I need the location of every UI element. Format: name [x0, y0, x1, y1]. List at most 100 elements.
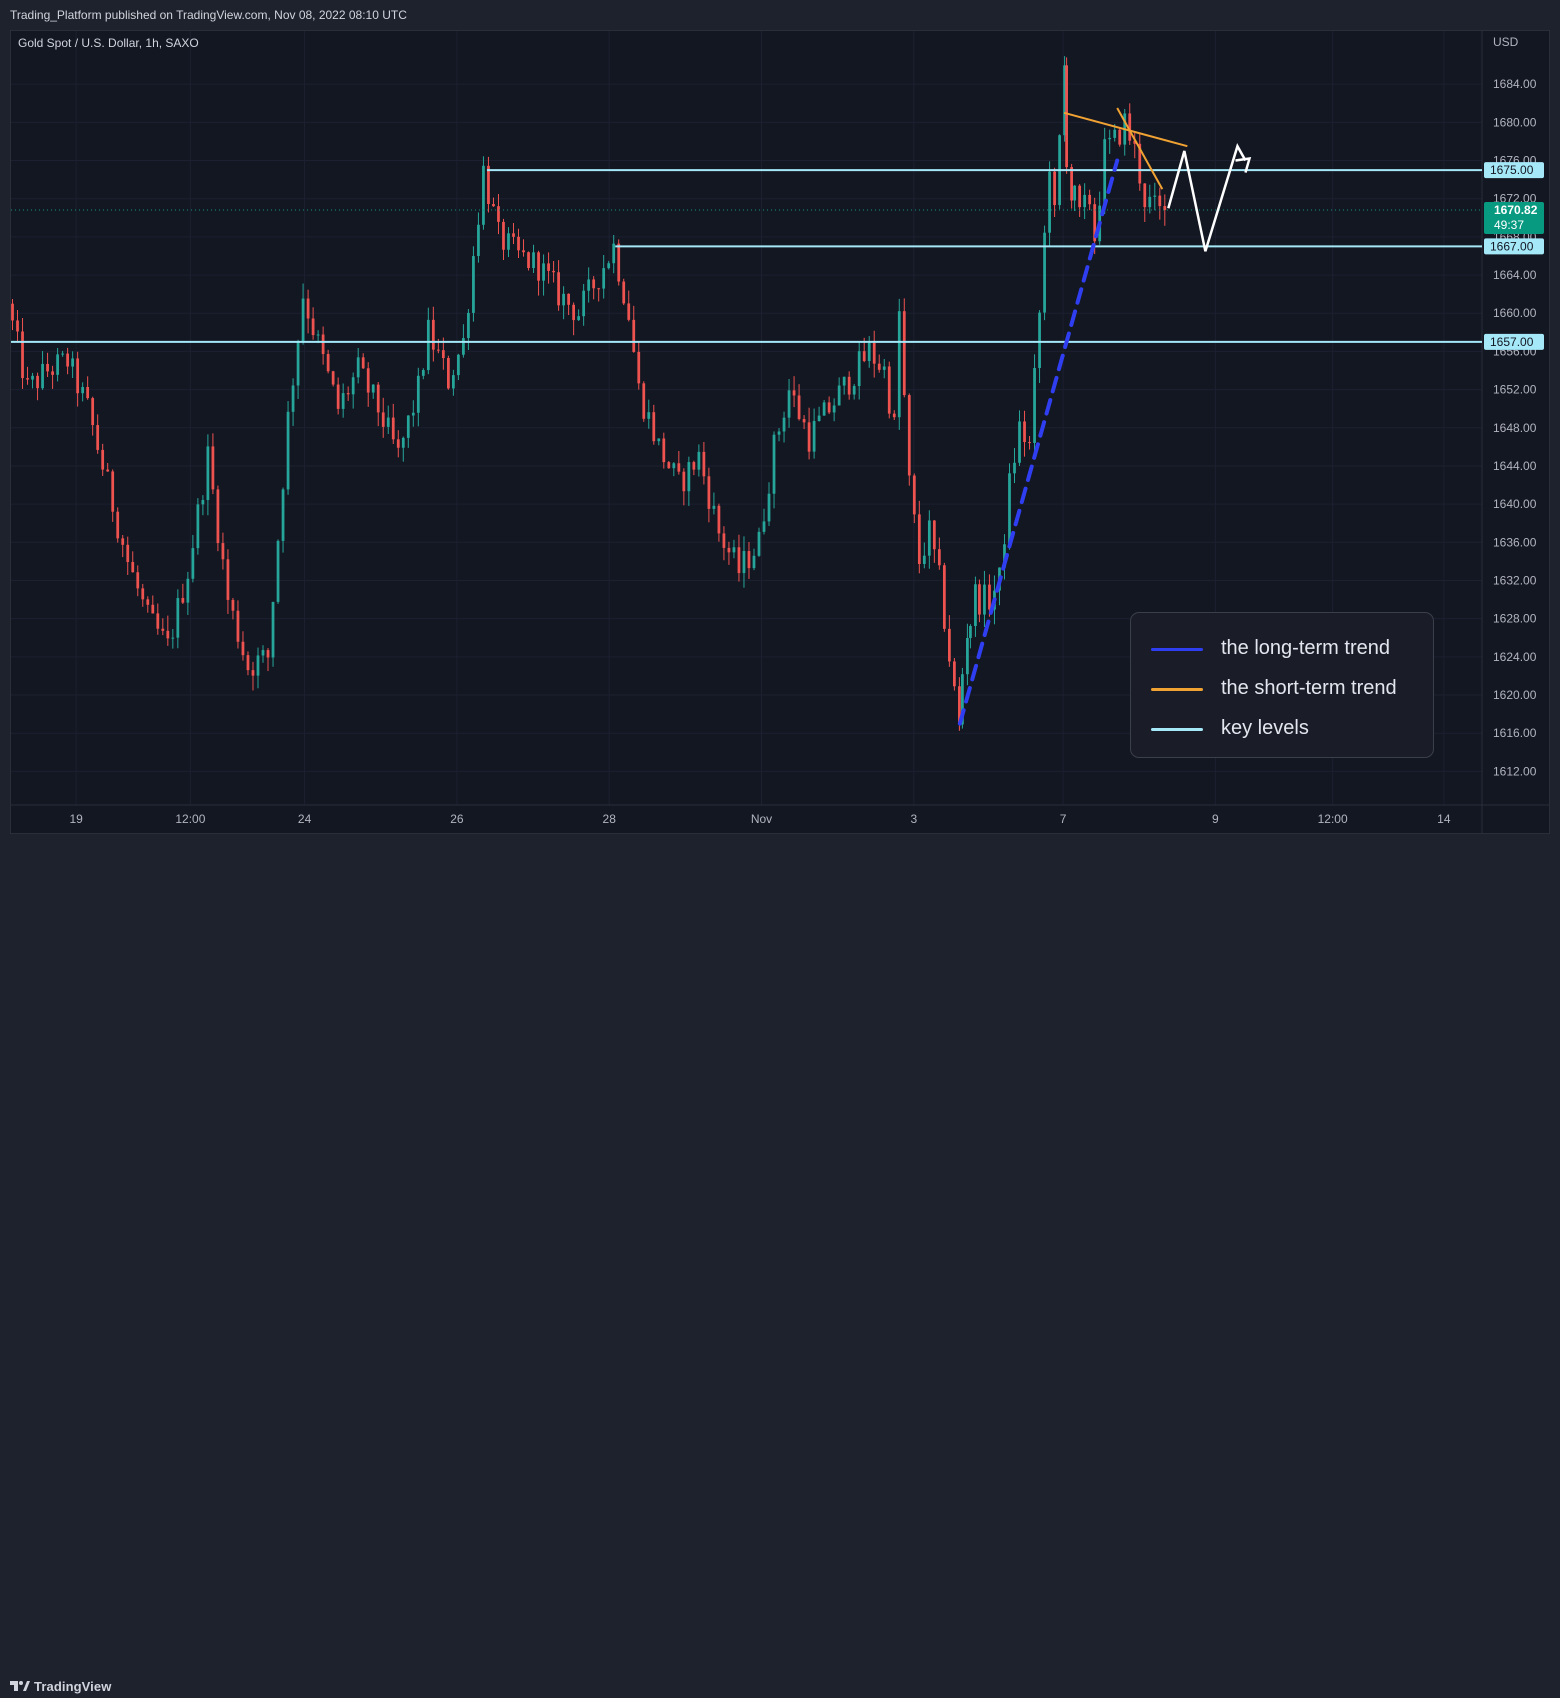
- y-tick-label: 1680.00: [1493, 115, 1537, 129]
- candle-body: [562, 293, 565, 306]
- candle-body: [206, 446, 210, 501]
- candle-body: [1043, 232, 1046, 313]
- candle-body: [792, 390, 796, 396]
- candle-body: [116, 511, 120, 539]
- legend-item-key-levels: key levels: [1131, 717, 1433, 741]
- candle-body: [1070, 167, 1073, 201]
- candle-body: [512, 233, 515, 237]
- candle-body: [286, 411, 290, 490]
- key-level-label: 1657.00: [1490, 335, 1534, 349]
- candle-body: [577, 316, 581, 321]
- candle-body: [1118, 129, 1122, 145]
- candle-body: [927, 520, 931, 556]
- x-tick-label: 12:00: [175, 812, 205, 826]
- candle-body: [612, 243, 616, 264]
- candle-body: [572, 304, 576, 321]
- candle-body: [737, 547, 741, 574]
- candle-body: [502, 221, 505, 250]
- candle-body: [497, 206, 500, 222]
- candle-body: [141, 588, 145, 600]
- candle-body: [26, 378, 29, 380]
- short-term-trend-upper-line: [1063, 111, 1188, 148]
- candle-body: [567, 293, 570, 305]
- candle-body: [902, 311, 906, 396]
- candle-body: [897, 311, 901, 418]
- y-tick-label: 1612.00: [1493, 764, 1537, 778]
- candle-body: [707, 476, 711, 509]
- candle-body: [186, 578, 190, 603]
- candle-body: [862, 351, 866, 362]
- candle-body: [256, 655, 260, 676]
- candle-body: [467, 312, 470, 339]
- price-chart[interactable]: 1612.00 1616.00 1620.00 1624.00 1628.00 1632.…: [0, 0, 1560, 870]
- candle-body: [221, 543, 225, 560]
- candle-body: [181, 598, 185, 603]
- candle-body: [1093, 204, 1097, 242]
- candle-body: [1063, 65, 1066, 136]
- candle-body: [1133, 140, 1137, 144]
- candle-body: [246, 655, 250, 671]
- candle-body: [542, 263, 545, 281]
- legend-label: the short-term trend: [1221, 677, 1397, 699]
- key-level-badge: [1484, 162, 1544, 179]
- bar-countdown: 49:37: [1494, 218, 1524, 232]
- key-level-label: 1675.00: [1490, 163, 1534, 177]
- candle-body: [106, 469, 110, 472]
- candle-body: [657, 438, 661, 442]
- candle-body: [1148, 196, 1152, 208]
- candle-body: [1103, 139, 1107, 206]
- candle-body: [271, 601, 275, 658]
- candle-body: [752, 555, 756, 569]
- x-tick-label: 24: [298, 812, 312, 826]
- candle-body: [211, 446, 215, 490]
- y-tick-label: 1664.00: [1493, 268, 1537, 282]
- candle-body: [36, 375, 39, 389]
- candle-body: [266, 650, 270, 658]
- candle-body: [958, 686, 961, 725]
- candle-body: [742, 551, 746, 574]
- candle-body: [1008, 473, 1011, 545]
- y-tick-label: 1640.00: [1493, 497, 1537, 511]
- tradingview-logo[interactable]: TradingView: [10, 1678, 111, 1694]
- candle-body: [131, 562, 135, 573]
- candle-body: [702, 451, 706, 477]
- candle-body: [582, 290, 586, 317]
- candle-body: [81, 387, 85, 394]
- candle-body: [201, 500, 205, 505]
- candle-body: [492, 204, 495, 207]
- candle-body: [336, 384, 340, 409]
- candle-body: [832, 405, 836, 413]
- legend-swatch-short-term: [1151, 688, 1203, 691]
- candle-body: [351, 377, 355, 395]
- x-tick-label: 12:00: [1318, 812, 1348, 826]
- candle-body: [642, 383, 646, 419]
- candle-body: [607, 263, 611, 269]
- candle-body: [922, 555, 926, 564]
- candle-body: [522, 250, 525, 253]
- candle-body: [632, 319, 636, 352]
- candle-body: [772, 434, 776, 494]
- y-tick-label: 1628.00: [1493, 612, 1537, 626]
- candle-body: [1038, 312, 1041, 369]
- candle-body: [291, 385, 295, 412]
- candle-body: [777, 431, 781, 435]
- candle-body: [226, 559, 230, 600]
- candle-body: [807, 422, 811, 452]
- tradingview-logo-icon: [10, 1679, 30, 1693]
- candle-body: [712, 505, 716, 509]
- candle-body: [16, 320, 19, 332]
- candle-body: [1073, 185, 1077, 201]
- legend-swatch-long-term: [1151, 648, 1203, 651]
- candle-body: [532, 252, 535, 269]
- candle-body: [316, 334, 320, 336]
- candle-body: [652, 412, 656, 442]
- candle-body: [782, 417, 786, 432]
- candle-body: [942, 565, 946, 629]
- candle-body: [797, 395, 801, 420]
- candle-body: [1153, 195, 1157, 197]
- candle-body: [767, 493, 771, 522]
- candle-body: [627, 303, 631, 320]
- candle-body: [1028, 442, 1031, 444]
- candle-body: [56, 354, 59, 375]
- candle-body: [727, 547, 731, 553]
